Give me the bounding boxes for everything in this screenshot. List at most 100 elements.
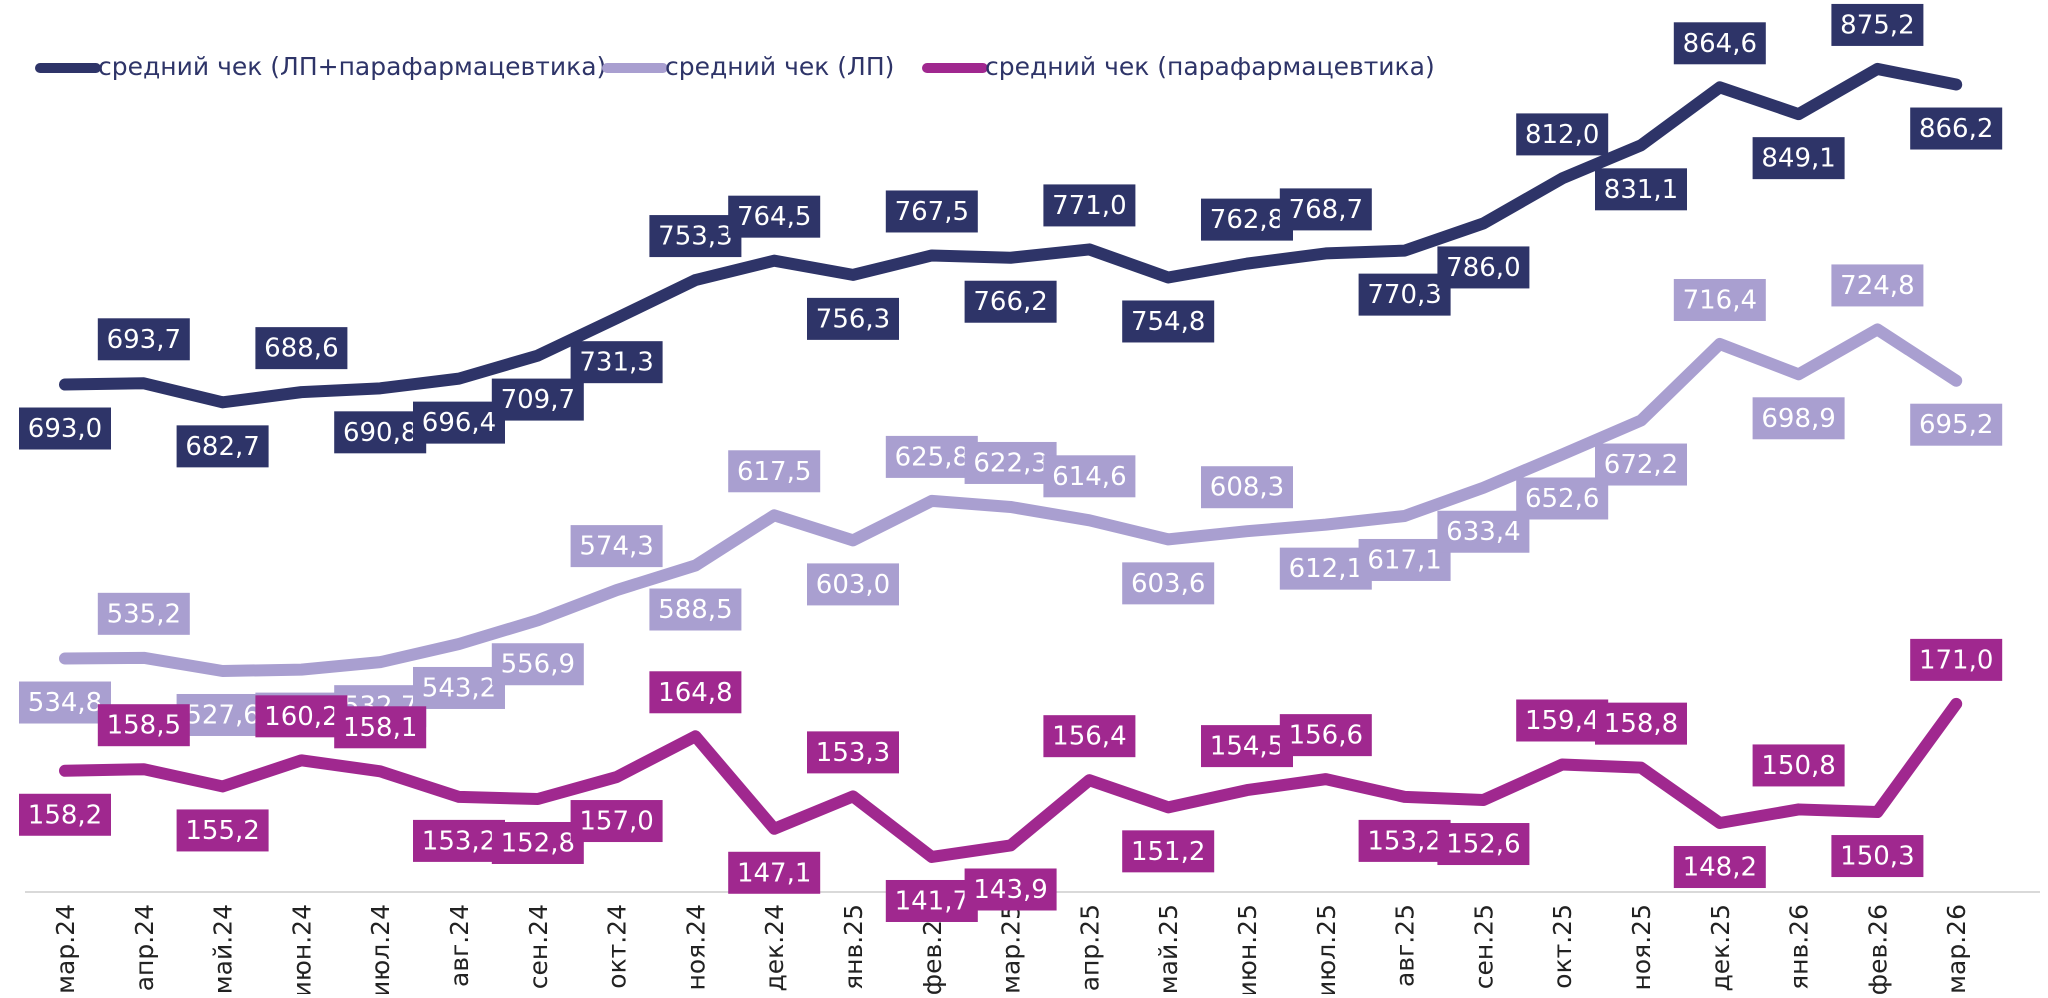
data-label-text: 158,2 — [28, 800, 102, 830]
data-label-box — [1279, 188, 1372, 231]
data-label-text: 574,3 — [579, 532, 653, 562]
data-label-box — [334, 411, 427, 454]
legend-label: средний чек (парафармацевтика) — [985, 52, 1435, 81]
data-label: 556,9 — [491, 643, 584, 686]
data-label-box — [176, 425, 269, 468]
data-label-text: 617,5 — [737, 457, 811, 487]
data-label-box — [728, 195, 821, 238]
data-label-text: 156,4 — [1052, 722, 1126, 752]
data-label-box — [1516, 113, 1609, 156]
data-label: 608,3 — [1201, 466, 1293, 509]
data-label-text: 612,1 — [1289, 554, 1363, 584]
data-label-box — [1201, 466, 1293, 509]
data-label: 764,5 — [728, 195, 821, 238]
data-label-box — [491, 643, 584, 686]
data-label-box — [255, 327, 348, 370]
x-tick-label: окт.24 — [603, 904, 632, 989]
x-tick-label: авг.24 — [445, 904, 474, 987]
data-label-box — [334, 706, 427, 749]
data-label: 152,6 — [1437, 823, 1530, 866]
data-label: 864,6 — [1673, 22, 1766, 65]
data-label: 153,2 — [1358, 819, 1451, 862]
data-label-text: 527,6 — [185, 700, 259, 730]
data-label-box — [728, 450, 821, 493]
data-label-text: 672,2 — [1604, 450, 1678, 480]
data-label-text: 695,2 — [1919, 410, 1993, 440]
data-label-text: 614,6 — [1052, 462, 1126, 492]
data-label-text: 164,8 — [658, 678, 732, 708]
data-label-box — [1595, 168, 1687, 211]
data-label: 534,8 — [19, 681, 111, 724]
x-tick-label: янв.25 — [839, 904, 868, 990]
data-label: 141,7 — [885, 879, 978, 922]
data-label-text: 622,3 — [973, 448, 1047, 478]
data-label: 153,3 — [807, 731, 899, 774]
data-label: 724,8 — [1831, 264, 1924, 307]
series-line — [59, 697, 1963, 863]
data-label-text: 753,3 — [658, 222, 732, 252]
data-label: 152,8 — [491, 821, 584, 864]
data-label-text: 698,9 — [1761, 404, 1835, 434]
data-label: 688,6 — [255, 327, 348, 370]
data-label-box — [176, 809, 269, 852]
data-label-box — [1831, 264, 1924, 307]
data-label-text: 535,2 — [107, 599, 181, 629]
x-tick-label: мар.24 — [51, 904, 80, 994]
data-label: 527,6 — [176, 693, 269, 736]
data-label-text: 696,4 — [422, 408, 496, 438]
data-label-text: 724,8 — [1840, 271, 1914, 301]
data-label-text: 812,0 — [1525, 120, 1599, 150]
data-label: 603,6 — [1122, 562, 1215, 605]
data-label: 543,2 — [413, 666, 505, 709]
data-label-box — [19, 793, 111, 836]
data-label-box — [570, 525, 663, 568]
x-tick-label: ноя.25 — [1627, 904, 1656, 990]
data-label-text: 688,6 — [264, 334, 338, 364]
data-label: 156,4 — [1043, 715, 1136, 758]
x-tick-label: май.25 — [1154, 904, 1183, 994]
data-label-box — [1831, 835, 1924, 878]
data-label-text: 603,6 — [1131, 569, 1205, 599]
data-label: 756,3 — [807, 297, 899, 340]
data-label: 849,1 — [1752, 137, 1845, 180]
data-label: 731,3 — [570, 341, 663, 384]
data-label-text: 716,4 — [1683, 285, 1757, 315]
data-label-box — [1910, 107, 2003, 150]
data-label-text: 150,3 — [1840, 842, 1914, 872]
data-label-box — [1201, 725, 1293, 768]
data-label: 164,8 — [649, 671, 742, 714]
data-label-box — [1122, 562, 1215, 605]
data-label: 574,3 — [570, 525, 663, 568]
data-label-box — [1043, 455, 1136, 498]
data-label-text: 603,0 — [816, 570, 890, 600]
data-label: 625,8 — [885, 435, 978, 478]
legend-label: средний чек (ЛП) — [665, 52, 894, 81]
data-label: 766,2 — [964, 280, 1057, 323]
data-label-text: 690,8 — [343, 418, 417, 448]
data-label-box — [1043, 184, 1136, 227]
data-label: 158,5 — [97, 704, 190, 747]
data-label: 158,8 — [1595, 702, 1687, 745]
data-label-box — [649, 215, 742, 258]
data-label-box — [885, 190, 978, 233]
data-label-box — [1358, 538, 1451, 581]
data-label: 603,0 — [807, 563, 899, 606]
data-label: 154,5 — [1201, 725, 1293, 768]
data-label-box — [570, 341, 663, 384]
data-label-text: 141,7 — [895, 886, 969, 916]
data-label: 831,1 — [1595, 168, 1687, 211]
data-label: 875,2 — [1831, 3, 1924, 46]
data-label-text: 767,5 — [895, 197, 969, 227]
data-label-text: 633,4 — [1446, 517, 1520, 547]
data-label: 171,0 — [1910, 638, 2003, 681]
data-label-box — [1201, 198, 1293, 241]
data-label-box — [1122, 830, 1215, 873]
data-label-box — [1043, 715, 1136, 758]
data-label-box — [413, 819, 505, 862]
data-label: 786,0 — [1437, 246, 1530, 289]
data-label-box — [1831, 3, 1924, 46]
data-label: 153,2 — [413, 819, 505, 862]
data-label-text: 762,8 — [1210, 205, 1284, 235]
data-label: 682,7 — [176, 425, 269, 468]
